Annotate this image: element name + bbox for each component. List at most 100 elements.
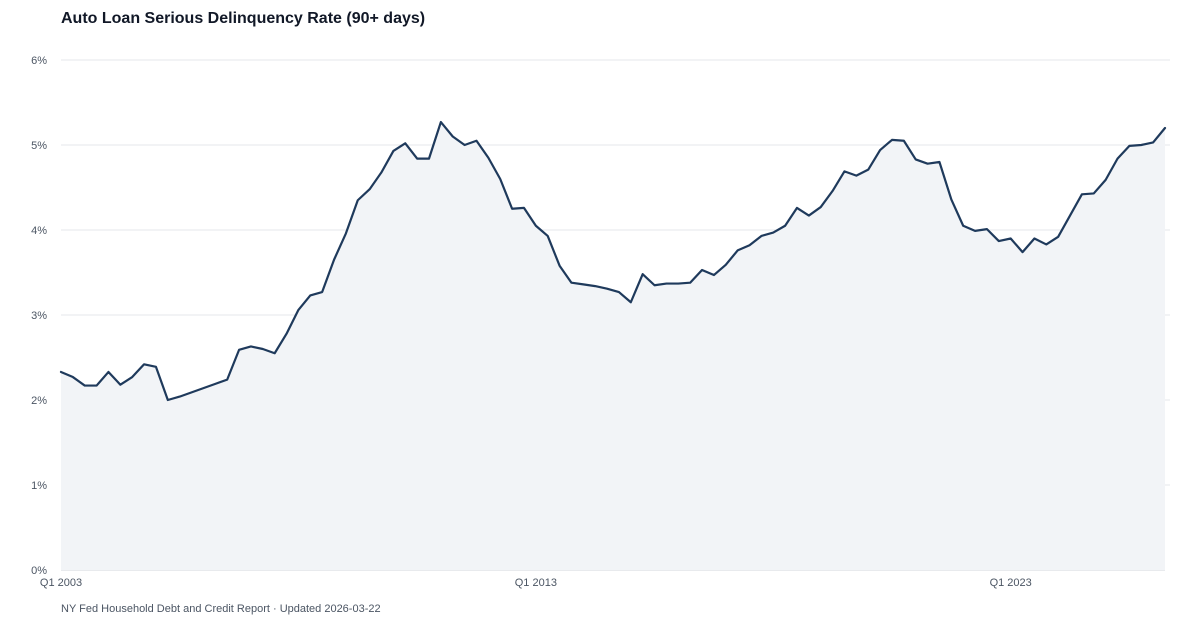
data-point (985, 227, 989, 231)
data-point (368, 187, 372, 191)
data-point (581, 282, 585, 286)
data-point (285, 332, 289, 336)
data-point (118, 383, 122, 387)
data-point (641, 272, 645, 276)
data-point (842, 169, 846, 173)
x-tick-label: Q1 2013 (515, 577, 557, 589)
data-point (190, 390, 194, 394)
data-point (463, 143, 467, 147)
data-point (106, 370, 110, 374)
data-point (1127, 144, 1131, 148)
data-point (356, 198, 360, 202)
data-point (629, 300, 633, 304)
data-point (510, 207, 514, 211)
y-tick-label: 1% (31, 480, 47, 492)
data-point (926, 162, 930, 166)
data-point (997, 239, 1001, 243)
data-point (83, 384, 87, 388)
data-point (178, 395, 182, 399)
data-point (451, 135, 455, 139)
data-point (771, 231, 775, 235)
data-point (949, 197, 953, 201)
data-point (261, 347, 265, 351)
data-point (558, 264, 562, 268)
y-tick-label: 4% (31, 225, 47, 237)
data-point (1009, 237, 1013, 241)
data-point (807, 214, 811, 218)
series-area (61, 122, 1165, 571)
data-point (154, 365, 158, 369)
y-tick-label: 5% (31, 140, 47, 152)
data-point (759, 234, 763, 238)
data-point (854, 174, 858, 178)
data-point (736, 248, 740, 252)
data-point (225, 378, 229, 382)
data-point (1056, 235, 1060, 239)
data-point (498, 177, 502, 181)
area-layer (61, 122, 1165, 571)
data-point (130, 375, 134, 379)
data-point (748, 243, 752, 247)
data-point (1021, 250, 1025, 254)
data-point (380, 170, 384, 174)
data-point (273, 351, 277, 355)
data-point (95, 384, 99, 388)
data-point (534, 224, 538, 228)
data-point (1092, 191, 1096, 195)
data-point (783, 224, 787, 228)
data-point (973, 229, 977, 233)
data-point (166, 398, 170, 402)
data-point (617, 290, 621, 294)
data-point (593, 284, 597, 288)
data-point (332, 258, 336, 262)
data-point (1139, 143, 1143, 147)
data-point (320, 290, 324, 294)
data-point (486, 156, 490, 160)
line-layer (59, 120, 1167, 402)
x-tick-label: Q1 2023 (990, 577, 1032, 589)
data-point (1116, 157, 1120, 161)
data-point (546, 234, 550, 238)
y-tick-label: 3% (31, 310, 47, 322)
data-point (724, 263, 728, 267)
data-point (676, 282, 680, 286)
y-tick-label: 0% (31, 565, 47, 577)
data-point (902, 139, 906, 143)
source-note: NY Fed Household Debt and Credit Report … (61, 603, 381, 615)
data-point (1104, 178, 1108, 182)
data-point (937, 160, 941, 164)
axis-layer: 0% 1% 2% 3% 4% 5% 6% Q1 2003 Q1 2013 Q1 2023 (31, 55, 1032, 589)
data-point (344, 231, 348, 235)
data-point (249, 344, 253, 348)
data-point (237, 348, 241, 352)
data-point (878, 148, 882, 152)
data-point (605, 287, 609, 291)
data-point (142, 362, 146, 366)
data-point (795, 206, 799, 210)
chart-title: Auto Loan Serious Delinquency Rate (90+ … (61, 10, 426, 27)
data-point (522, 206, 526, 210)
data-point (1032, 237, 1036, 241)
y-tick-label: 6% (31, 55, 47, 67)
data-point (201, 386, 205, 390)
data-point (1163, 126, 1167, 130)
data-point (866, 168, 870, 172)
data-point (961, 224, 965, 228)
y-tick-label: 2% (31, 395, 47, 407)
data-point (653, 283, 657, 287)
data-point (1044, 242, 1048, 246)
data-point (831, 189, 835, 193)
data-point (308, 293, 312, 297)
data-point (914, 157, 918, 161)
data-point (403, 141, 407, 145)
data-point (688, 281, 692, 285)
data-point (213, 382, 217, 386)
x-tick-label: Q1 2003 (40, 577, 82, 589)
data-point (391, 149, 395, 153)
series-line (59, 120, 1167, 402)
data-point (1151, 140, 1155, 144)
data-point (1080, 192, 1084, 196)
data-point (474, 139, 478, 143)
data-point (700, 268, 704, 272)
